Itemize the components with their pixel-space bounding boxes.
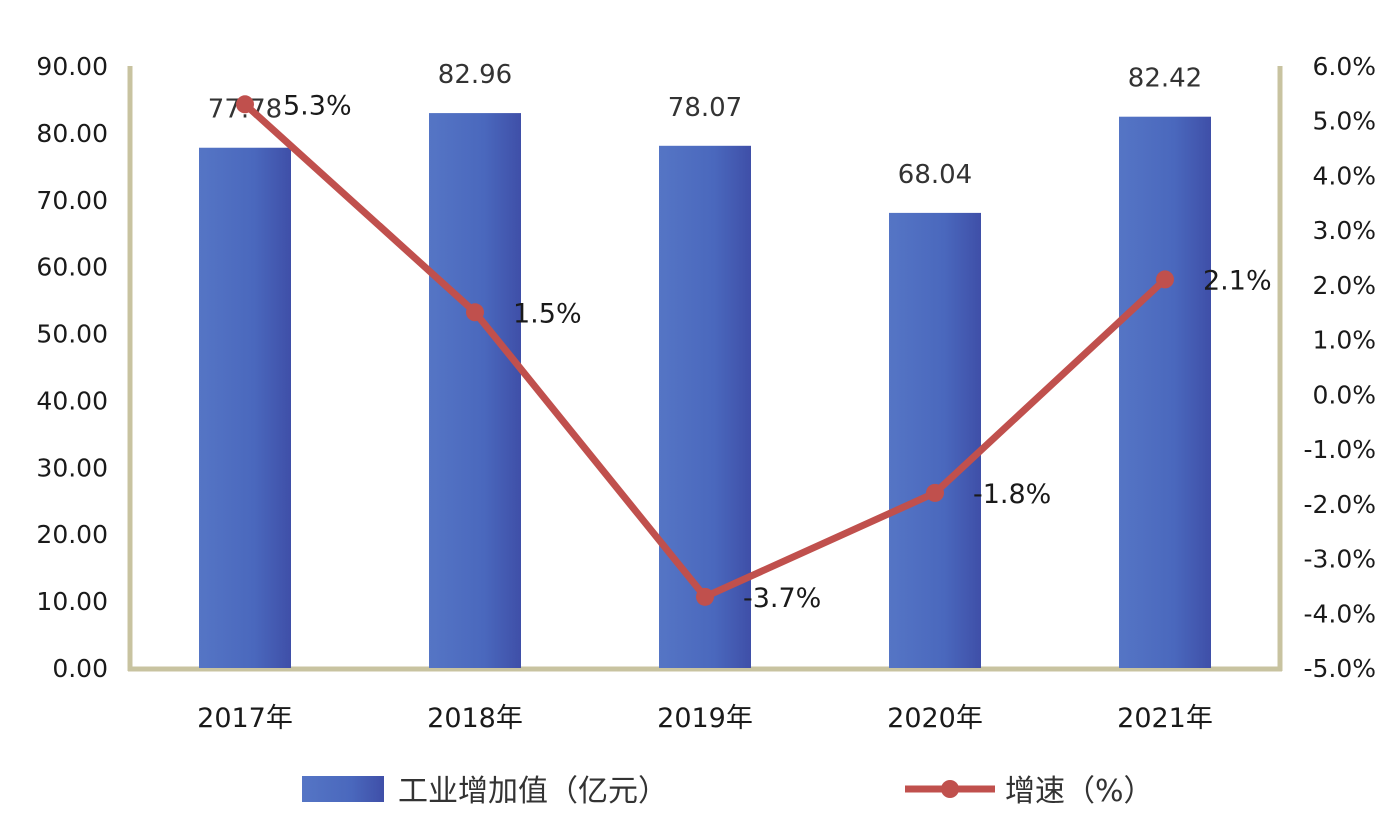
left-axis-tick-label: 50.00 — [36, 320, 108, 349]
left-axis-tick-label: 80.00 — [36, 119, 108, 148]
bar-data-label: 82.42 — [1128, 64, 1202, 94]
legend-line-label: 增速（%） — [1005, 774, 1154, 809]
growth-rate-data-label: -1.8% — [973, 479, 1051, 510]
right-axis-tick-label: 2.0% — [1312, 271, 1376, 300]
right-axis-tick-label: -5.0% — [1303, 654, 1376, 683]
right-axis-tick-label: 0.0% — [1312, 380, 1376, 409]
left-axis-tick-label: 70.00 — [36, 186, 108, 215]
right-axis-tick-label: 4.0% — [1312, 161, 1376, 190]
right-axis-tick-label: -4.0% — [1303, 599, 1376, 628]
right-axis-tick-label: 6.0% — [1312, 52, 1376, 81]
growth-rate-data-label: 2.1% — [1203, 265, 1272, 296]
x-axis-category-label: 2017年 — [197, 703, 293, 734]
right-axis-tick-label: 1.0% — [1312, 326, 1376, 355]
x-axis-category-label: 2021年 — [1117, 703, 1213, 734]
x-axis-category-label: 2018年 — [427, 703, 523, 734]
right-axis-tick-label: 5.0% — [1312, 107, 1376, 136]
left-axis-tick-label: 20.00 — [36, 520, 108, 549]
right-axis-tick-label: -3.0% — [1303, 545, 1376, 574]
x-axis-category-label: 2020年 — [887, 703, 983, 734]
left-axis-tick-label: 40.00 — [36, 386, 108, 415]
legend-line-marker — [941, 780, 959, 798]
left-axis-tick-label: 0.00 — [52, 654, 108, 683]
bar-data-label: 82.96 — [438, 60, 512, 90]
growth-rate-data-label: 5.3% — [283, 90, 352, 121]
legend-bar-label: 工业增加值（亿元） — [398, 774, 668, 809]
growth-rate-point — [1156, 270, 1174, 289]
bar — [199, 147, 291, 668]
right-axis-tick-label: -1.0% — [1303, 435, 1376, 464]
bar — [889, 212, 981, 668]
left-axis-tick-label: 90.00 — [36, 52, 108, 81]
legend-bar-swatch — [302, 776, 384, 802]
bar — [429, 113, 521, 668]
growth-rate-data-label: -3.7% — [743, 583, 821, 614]
growth-rate-point — [236, 95, 254, 114]
left-axis-tick-label: 10.00 — [36, 587, 108, 616]
bar — [1119, 116, 1211, 668]
x-axis-category-label: 2019年 — [657, 703, 753, 734]
growth-rate-point — [696, 587, 714, 606]
left-axis-tick-label: 60.00 — [36, 253, 108, 282]
right-axis-tick-label: -2.0% — [1303, 490, 1376, 519]
growth-rate-point — [466, 303, 484, 322]
growth-rate-data-label: 1.5% — [513, 298, 582, 329]
right-axis-tick-label: 3.0% — [1312, 216, 1376, 245]
bar-data-label: 68.04 — [898, 160, 972, 190]
bar-data-label: 78.07 — [668, 93, 742, 123]
growth-rate-point — [926, 483, 944, 502]
left-axis-tick-label: 30.00 — [36, 453, 108, 482]
